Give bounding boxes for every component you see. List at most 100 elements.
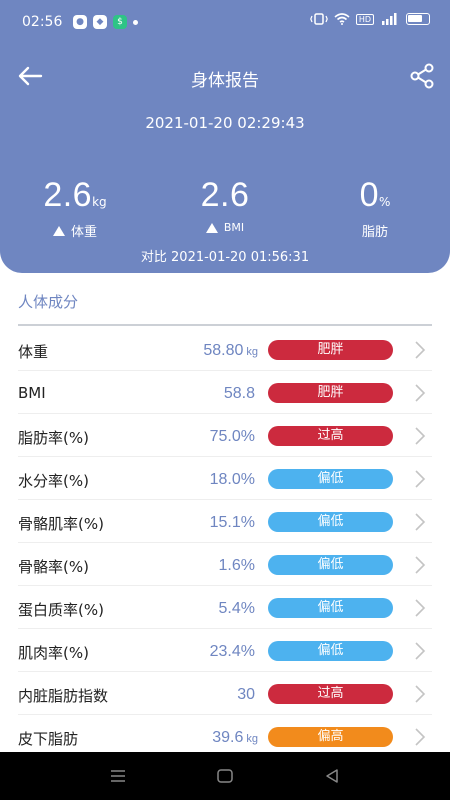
arrow-left-icon xyxy=(18,66,43,86)
chevron-right-icon xyxy=(415,427,426,445)
compare-datetime: 对比 2021-01-20 01:56:31 xyxy=(140,250,310,265)
share-button[interactable] xyxy=(406,60,438,92)
item-value-number: 23.4% xyxy=(209,643,255,660)
chevron-right-icon xyxy=(415,642,426,660)
item-value-number: 18.0% xyxy=(209,471,255,488)
status-badge: 偏低 xyxy=(268,469,393,489)
item-value: 58.8 xyxy=(224,385,258,403)
money-notification-icon: $ xyxy=(113,15,127,29)
composition-list: 体重 58.80 kg 肥胖 BMI 58.8 肥胖 脂肪率(%) 75.0% 过高 水分率(%) 1… xyxy=(18,328,432,758)
metric-fat: 0% 脂肪 xyxy=(300,176,450,240)
metric-label: 体重 xyxy=(70,225,97,240)
item-name: 体重 xyxy=(18,343,49,361)
report-datetime: 2021-01-20 02:29:43 xyxy=(145,114,305,132)
chevron-right-icon xyxy=(415,728,426,746)
item-name: 脂肪率(%) xyxy=(18,429,89,447)
menu-icon xyxy=(111,770,125,782)
system-icons: HD xyxy=(309,13,430,25)
status-badge: 偏高 xyxy=(268,727,393,747)
notification-icons: ● ◆ $ xyxy=(73,15,138,29)
chevron-right-icon xyxy=(415,341,426,359)
item-value: 1.6% xyxy=(219,557,258,575)
chevron-right-icon xyxy=(415,513,426,531)
home-button[interactable] xyxy=(213,766,237,786)
item-name: 骨骼率(%) xyxy=(18,558,89,576)
status-badge: 肥胖 xyxy=(268,340,393,360)
hd-icon: HD xyxy=(355,13,374,25)
status-badge: 偏低 xyxy=(268,512,393,532)
item-name: 水分率(%) xyxy=(18,472,89,490)
item-value: 15.1% xyxy=(210,514,258,532)
list-item[interactable]: 骨骼率(%) 1.6% 偏低 xyxy=(18,543,432,586)
chevron-right-icon xyxy=(415,470,426,488)
list-item[interactable]: 蛋白质率(%) 5.4% 偏低 xyxy=(18,586,432,629)
item-unit: kg xyxy=(246,733,258,745)
status-badge: 过高 xyxy=(268,684,393,704)
chevron-right-icon xyxy=(415,384,426,402)
signal-icon xyxy=(382,13,397,25)
back-button[interactable] xyxy=(14,60,46,92)
item-value-number: 58.8 xyxy=(223,385,255,402)
item-value: 23.4% xyxy=(210,643,258,661)
item-name: 蛋白质率(%) xyxy=(18,601,104,619)
menu-button[interactable] xyxy=(106,766,130,786)
back-triangle-icon xyxy=(326,769,338,783)
metric-unit: kg xyxy=(92,195,107,209)
report-header: 02:56 ● ◆ $ HD 身体报告 2021-01-20 02:29:43 … xyxy=(0,0,450,273)
item-value: 30 xyxy=(237,686,258,704)
item-value: 39.6 kg xyxy=(212,729,258,747)
section-title: 人体成分 xyxy=(18,293,79,311)
item-value: 75.0% xyxy=(210,428,258,446)
metric-unit: % xyxy=(379,195,391,209)
status-badge: 偏低 xyxy=(268,555,393,575)
item-name: 骨骼肌率(%) xyxy=(18,515,104,533)
status-time: 02:56 xyxy=(22,14,63,30)
item-unit: kg xyxy=(246,346,258,358)
chevron-right-icon xyxy=(415,556,426,574)
metric-weight: 2.6kg 体重 xyxy=(0,176,150,240)
item-value-number: 58.80 xyxy=(203,342,244,359)
home-icon xyxy=(217,769,233,783)
item-value: 18.0% xyxy=(210,471,258,489)
back-system-button[interactable] xyxy=(320,766,344,786)
metric-value: 0 xyxy=(359,176,379,214)
item-name: BMI xyxy=(18,384,46,402)
list-item[interactable]: 体重 58.80 kg 肥胖 xyxy=(18,328,432,371)
list-item[interactable]: BMI 58.8 肥胖 xyxy=(18,371,432,414)
battery-icon xyxy=(406,13,430,25)
list-item[interactable]: 肌肉率(%) 23.4% 偏低 xyxy=(18,629,432,672)
metric-value: 2.6 xyxy=(43,176,93,214)
section-divider xyxy=(18,324,432,326)
item-value-number: 75.0% xyxy=(209,428,255,445)
status-badge: 偏低 xyxy=(268,641,393,661)
metric-label: BMI xyxy=(223,221,245,234)
trend-up-icon xyxy=(205,222,218,233)
item-value-number: 5.4% xyxy=(218,600,255,617)
vibrate-icon xyxy=(309,13,328,25)
item-value: 58.80 kg xyxy=(203,342,258,360)
item-value-number: 1.6% xyxy=(218,557,255,574)
item-value-number: 30 xyxy=(237,686,255,703)
list-item[interactable]: 水分率(%) 18.0% 偏低 xyxy=(18,457,432,500)
item-name: 内脏脂肪指数 xyxy=(18,687,109,705)
status-badge: 过高 xyxy=(268,426,393,446)
item-name: 肌肉率(%) xyxy=(18,644,89,662)
status-badge: 偏低 xyxy=(268,598,393,618)
metric-bmi: 2.6 BMI xyxy=(150,176,300,234)
list-item[interactable]: 内脏脂肪指数 30 过高 xyxy=(18,672,432,715)
chat-notification-icon: ◆ xyxy=(93,15,107,29)
metric-label: 脂肪 xyxy=(361,225,388,240)
system-nav-bar xyxy=(0,752,450,800)
chevron-right-icon xyxy=(415,599,426,617)
metric-value: 2.6 xyxy=(200,176,250,214)
status-bar: 02:56 ● ◆ $ HD xyxy=(0,0,450,44)
item-value: 5.4% xyxy=(219,600,258,618)
wifi-icon xyxy=(334,13,350,25)
list-item[interactable]: 骨骼肌率(%) 15.1% 偏低 xyxy=(18,500,432,543)
more-notifications-icon xyxy=(133,19,138,25)
item-value-number: 39.6 xyxy=(212,729,244,746)
trend-up-icon xyxy=(52,225,65,236)
app-notification-icon: ● xyxy=(73,15,87,29)
page-title: 身体报告 xyxy=(191,71,259,91)
list-item[interactable]: 脂肪率(%) 75.0% 过高 xyxy=(18,414,432,457)
